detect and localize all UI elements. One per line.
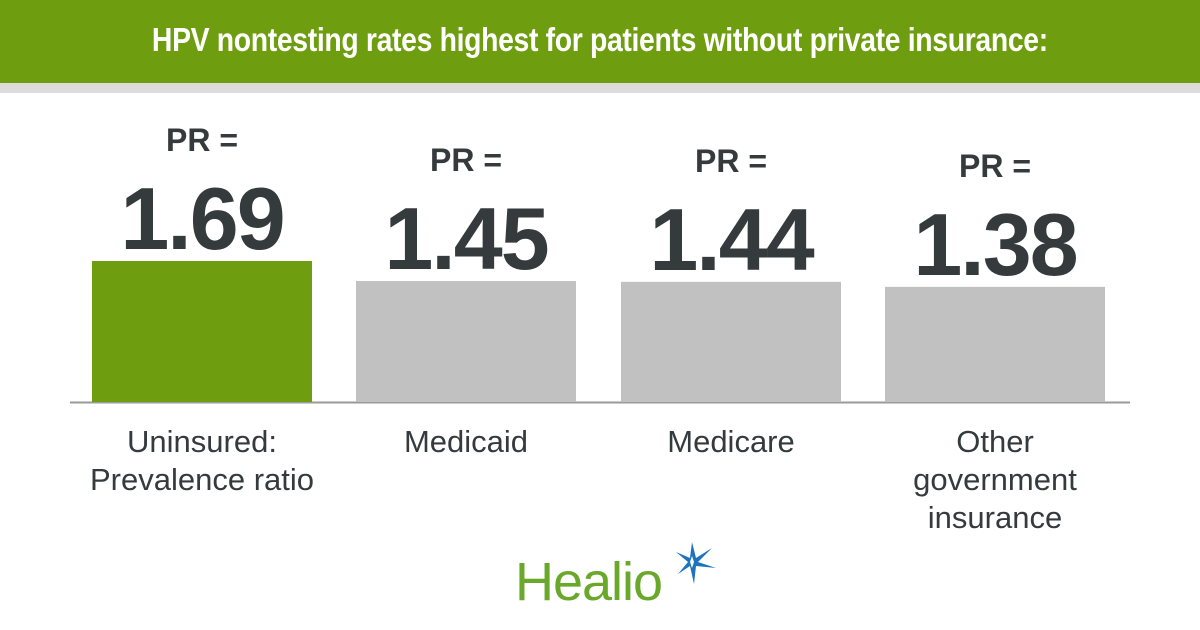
- category-label: Medicare: [667, 424, 795, 459]
- category-label: Other: [956, 424, 1034, 459]
- category-label: insurance: [928, 500, 1062, 535]
- healio-logo: Healio: [515, 542, 716, 610]
- bar-1: [92, 261, 312, 402]
- pr-prefix-label: PR =: [430, 142, 502, 178]
- category-label: government: [913, 462, 1077, 497]
- value-label: 1.45: [384, 189, 547, 288]
- bars-group: 1.69 PR = Uninsured:Prevalence ratio 1.45 PR…: [90, 122, 1105, 535]
- pr-prefix-label: PR =: [695, 143, 767, 179]
- pr-prefix-label: PR =: [959, 148, 1031, 184]
- header-banner: HPV nontesting rates highest for patient…: [0, 0, 1200, 83]
- bar-4: [885, 286, 1105, 402]
- chart-title: HPV nontesting rates highest for patient…: [152, 20, 1048, 58]
- category-label: Medicaid: [404, 424, 528, 459]
- value-label: 1.69: [120, 169, 283, 268]
- logo-text: Healio: [515, 552, 662, 610]
- star-icon: [676, 542, 716, 584]
- category-label: Prevalence ratio: [90, 462, 314, 497]
- value-label: 1.44: [649, 190, 814, 289]
- bar-2: [356, 281, 576, 402]
- pr-prefix-label: PR =: [166, 122, 238, 158]
- bar-3: [621, 281, 841, 402]
- header-divider: [0, 83, 1200, 93]
- value-label: 1.38: [913, 195, 1076, 294]
- category-label: Uninsured:: [127, 424, 277, 459]
